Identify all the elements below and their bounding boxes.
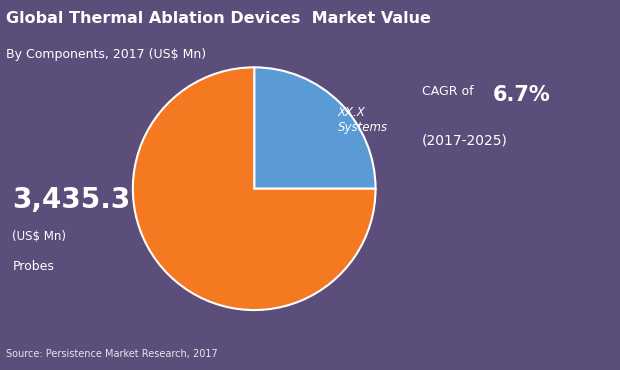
Wedge shape bbox=[133, 67, 376, 310]
Text: Systems: Systems bbox=[338, 121, 388, 134]
Text: 6.7%: 6.7% bbox=[493, 85, 551, 105]
Text: By Components, 2017 (US$ Mn): By Components, 2017 (US$ Mn) bbox=[6, 48, 206, 61]
Text: Probes: Probes bbox=[12, 260, 55, 273]
Text: XX.X: XX.X bbox=[338, 106, 366, 120]
Text: (US$ Mn): (US$ Mn) bbox=[12, 230, 66, 243]
Wedge shape bbox=[254, 67, 376, 189]
Text: 3,435.3: 3,435.3 bbox=[12, 186, 131, 214]
Text: (2017-2025): (2017-2025) bbox=[422, 133, 508, 147]
Text: CAGR of: CAGR of bbox=[422, 85, 477, 98]
Text: Source: Persistence Market Research, 2017: Source: Persistence Market Research, 201… bbox=[6, 349, 218, 359]
Text: Global Thermal Ablation Devices  Market Value: Global Thermal Ablation Devices Market V… bbox=[6, 11, 431, 26]
